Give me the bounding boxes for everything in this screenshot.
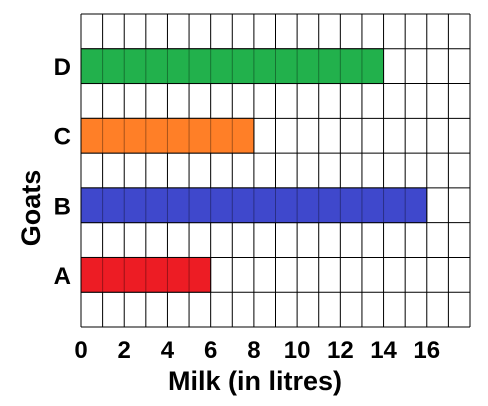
bar-d [80, 48, 385, 85]
x-tick-label: 14 [370, 337, 397, 364]
x-tick-label: 4 [161, 337, 175, 364]
y-tick-label-b: B [54, 193, 71, 220]
x-tick-label: 10 [284, 337, 311, 364]
y-tick-labels: A B C D [54, 54, 71, 290]
x-tick-label: 2 [118, 337, 131, 364]
bar-a [80, 256, 212, 293]
bar-c [80, 117, 255, 154]
x-tick-label: 8 [247, 337, 260, 364]
x-tick-label: 0 [74, 337, 87, 364]
x-tick-label: 6 [204, 337, 217, 364]
y-tick-label-d: D [54, 54, 71, 81]
y-axis-title: Goats [16, 170, 46, 247]
x-axis-title: Milk (in litres) [168, 366, 342, 396]
x-tick-labels: 0 2 4 6 8 10 12 14 16 [74, 337, 440, 364]
y-tick-label-a: A [54, 263, 71, 290]
y-tick-label-c: C [54, 124, 71, 151]
x-tick-label: 12 [327, 337, 354, 364]
bars [80, 48, 428, 293]
bar-b [80, 187, 428, 224]
x-tick-label: 16 [413, 337, 440, 364]
